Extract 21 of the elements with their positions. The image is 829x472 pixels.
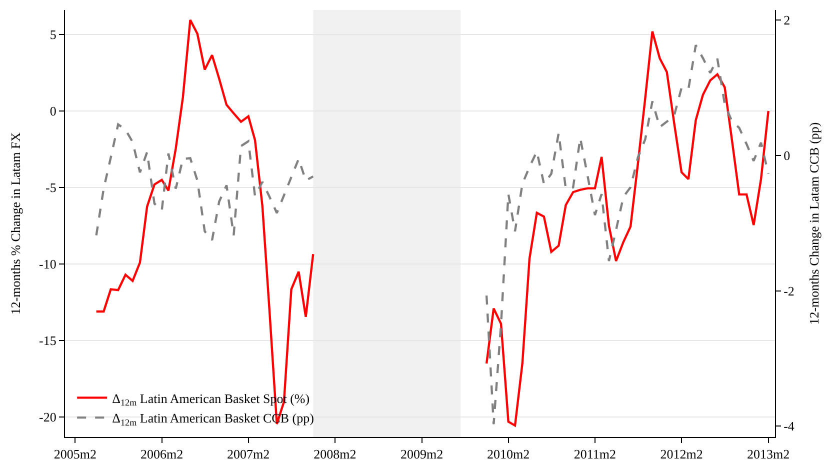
y2-tick-label: -4 [784,418,795,434]
y2-tick-label: 0 [784,148,790,164]
x-tick-label: 2013m2 [747,446,790,462]
y-tick-label: -10 [39,256,56,272]
y2-tick-label: 2 [784,12,790,28]
y-tick-label: 5 [50,27,56,42]
x-tick-label: 2010m2 [487,446,530,462]
x-tick-label: 2005m2 [54,446,97,462]
x-tick-label: 2006m2 [140,446,184,462]
y-tick-label: -20 [39,410,56,425]
y-tick-label: -15 [39,333,56,348]
x-tick-label: 2009m2 [400,446,444,462]
y-tick-label: -5 [46,180,56,196]
x-tick-label: 2007m2 [227,446,270,462]
y-tick-label: 0 [50,104,56,119]
y2-axis-title: 12-months Change in Latam CCB (pp) [806,122,822,325]
y2-tick-label: -2 [784,283,794,298]
x-tick-label: 2011m2 [574,446,616,462]
x-tick-label: 2008m2 [314,446,356,462]
y-axis-title: 12-months % Change in Latam FX [8,132,24,315]
x-tick-label: 2012m2 [660,446,703,462]
